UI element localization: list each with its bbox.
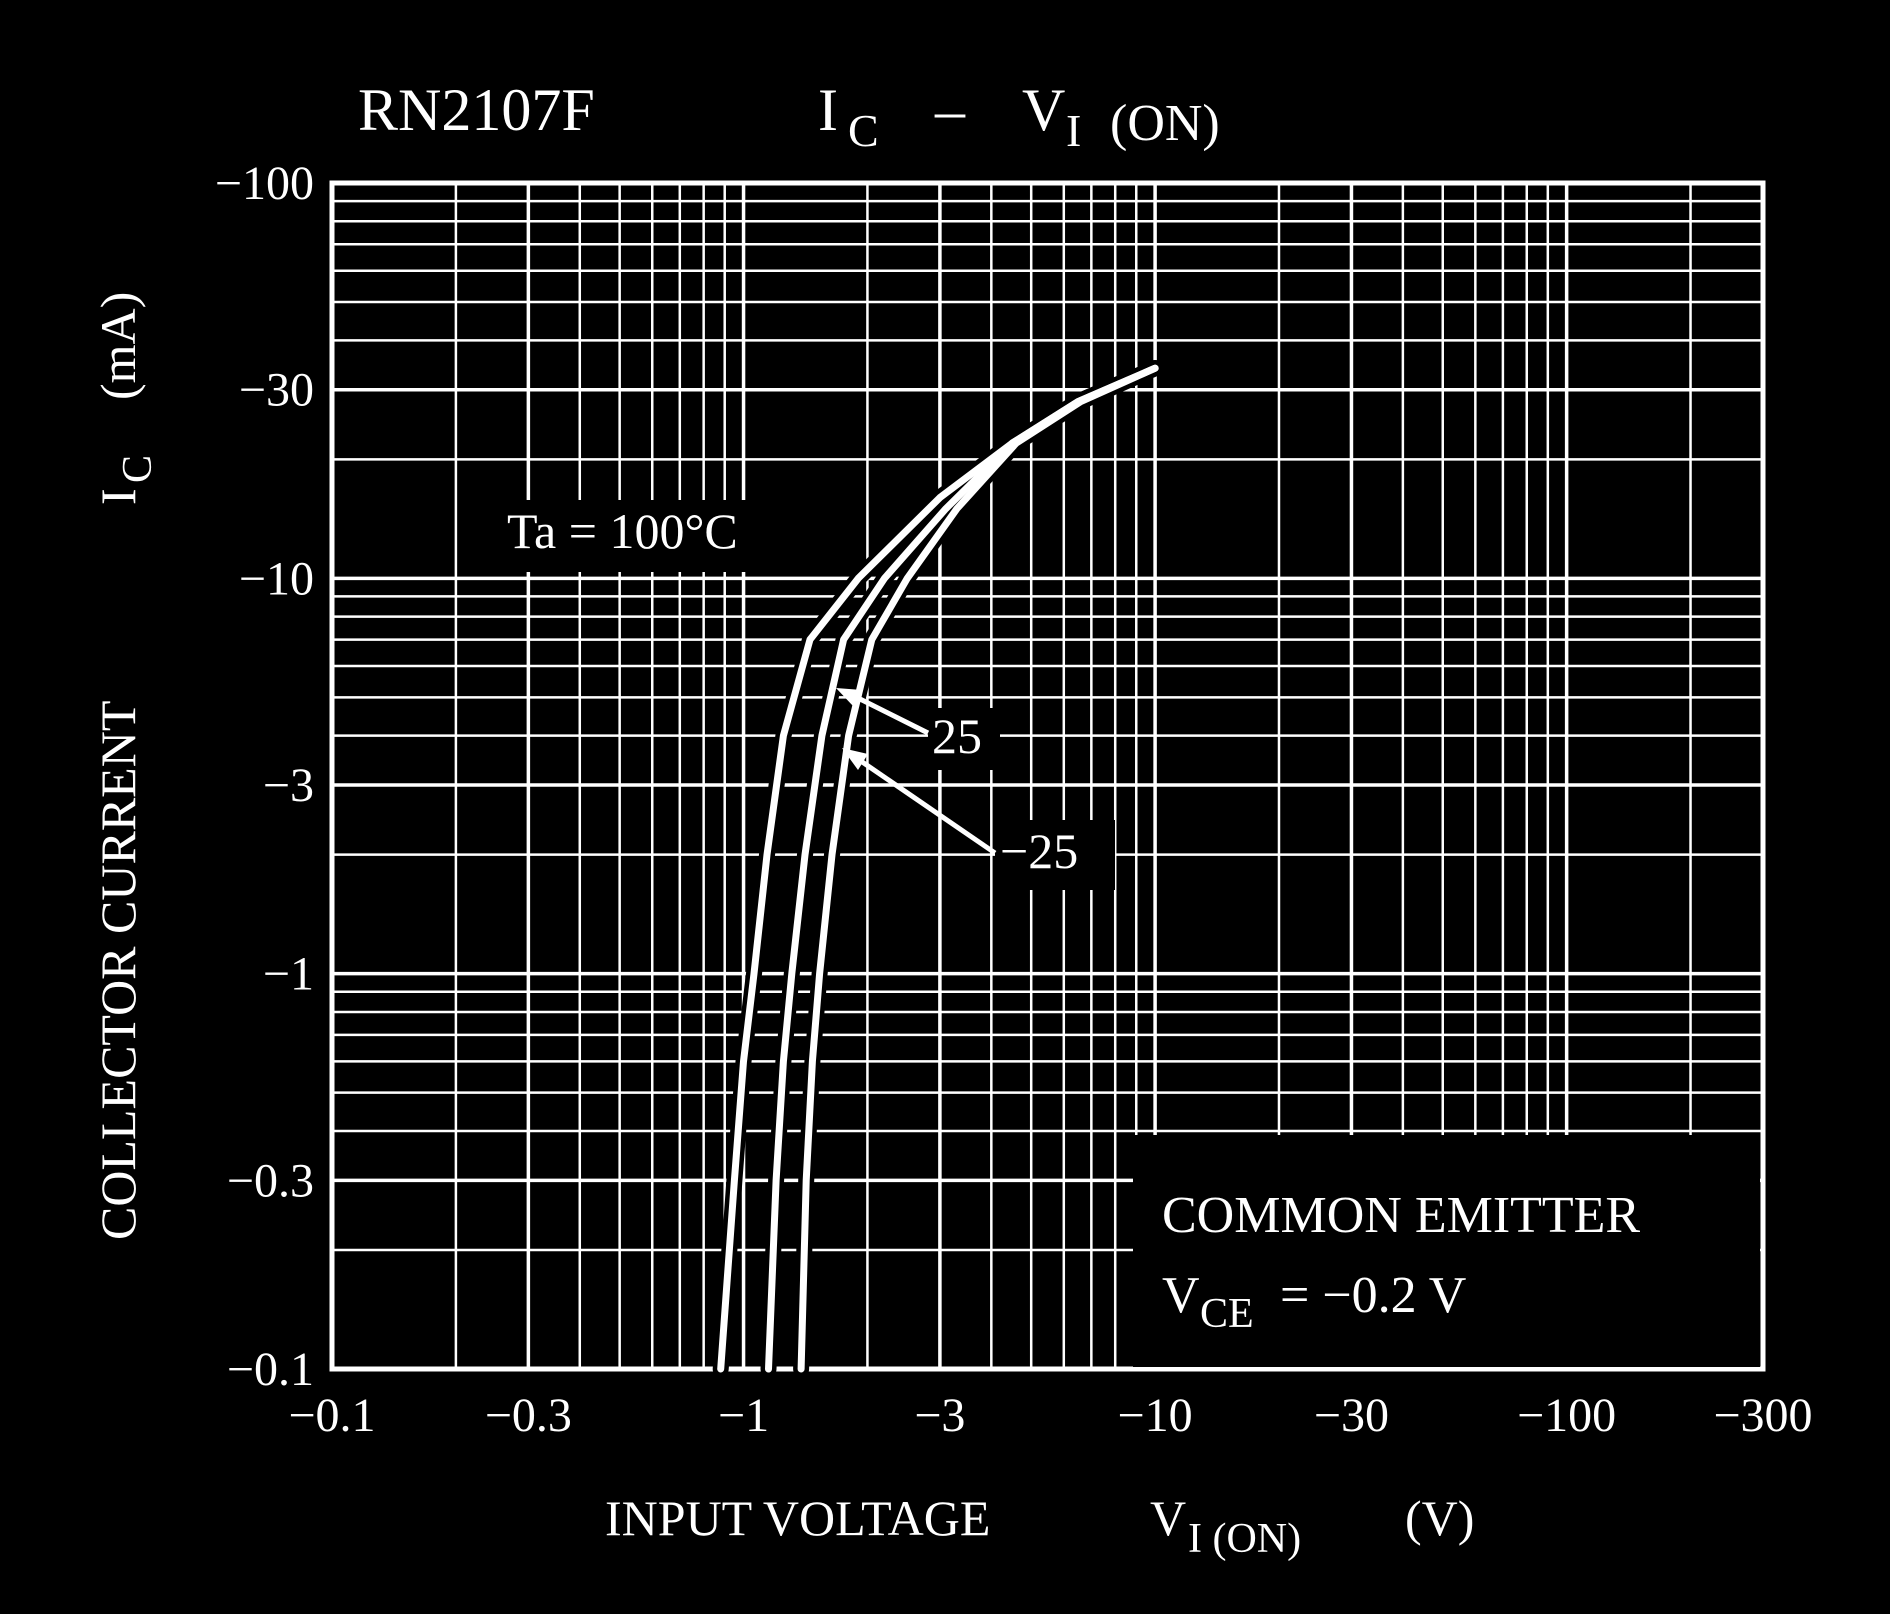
- arrow-minus25-head: [842, 748, 868, 770]
- arrow-minus25-line: [853, 754, 997, 856]
- x-axis-title-main: INPUT VOLTAGE: [605, 1490, 990, 1546]
- y-tick-label: −100: [215, 157, 314, 210]
- y-tick-labels: −0.1 −0.3 −1 −3 −10 −30 −100: [215, 157, 314, 1396]
- x-axis-title-symbol-sub: I (ON): [1188, 1516, 1301, 1562]
- chart-title-part-number: RN2107F: [358, 77, 595, 143]
- conditions-vce-sub: CE: [1200, 1291, 1254, 1337]
- x-axis-title-unit: (V): [1405, 1490, 1474, 1546]
- label-25-box: [928, 708, 1000, 770]
- y-tick-label: −10: [239, 552, 314, 605]
- x-tick-label: −100: [1517, 1389, 1616, 1442]
- y-tick-label: −0.1: [227, 1343, 314, 1396]
- y-tick-label: −1: [263, 948, 314, 1001]
- x-axis-title: INPUT VOLTAGE V I (ON) (V): [605, 1490, 1474, 1562]
- x-tick-label: −3: [914, 1389, 965, 1442]
- y-axis-title-symbol-sub: C: [115, 455, 161, 483]
- conditions-line1: COMMON EMITTER: [1162, 1187, 1640, 1244]
- x-tick-label: −10: [1118, 1389, 1193, 1442]
- x-tick-label: −1: [718, 1389, 769, 1442]
- x-tick-label: −0.3: [485, 1389, 572, 1442]
- series-layer: [712, 360, 1164, 1377]
- arrow-25-head: [836, 688, 862, 706]
- x-tick-label: −30: [1314, 1389, 1389, 1442]
- title-symbol-i-sub: C: [848, 105, 879, 156]
- y-axis-title-main: COLLECTOR CURRENT: [90, 701, 146, 1240]
- y-tick-label: −30: [239, 364, 314, 417]
- title-symbol-v-sub: I: [1066, 105, 1081, 156]
- title-dash: –: [934, 77, 966, 143]
- y-tick-label: −3: [263, 759, 314, 812]
- label-25: 25: [932, 708, 982, 764]
- y-axis-title: COLLECTOR CURRENT I C (mA): [90, 292, 161, 1240]
- grid: [330, 183, 1765, 1371]
- conditions-vce-value: = −0.2 V: [1280, 1267, 1466, 1324]
- title-symbol-i: I: [818, 77, 838, 143]
- ta-label-box: [500, 500, 820, 572]
- x-axis-title-symbol: V: [1150, 1490, 1186, 1546]
- chart-title-quantity: I C – V I (ON): [818, 77, 1220, 156]
- title-condition: (ON): [1110, 95, 1220, 152]
- y-tick-label: −0.3: [227, 1154, 314, 1207]
- x-tick-labels: −0.1 −0.3 −1 −3 −10 −30 −100 −300: [288, 1389, 1812, 1442]
- plot-frame: [329, 180, 1766, 1372]
- y-axis-title-unit: (mA): [90, 292, 146, 400]
- y-axis-title-symbol: I: [90, 488, 146, 505]
- conditions-line2: V CE = −0.2 V: [1162, 1267, 1466, 1337]
- conditions-box: [1133, 1135, 1760, 1367]
- label-minus25: −25: [1000, 823, 1078, 879]
- conditions-vce-symbol: V: [1162, 1267, 1200, 1324]
- title-symbol-v: V: [1022, 77, 1065, 143]
- x-tick-label: −300: [1713, 1389, 1812, 1442]
- arrow-25-line: [846, 690, 930, 736]
- ta-label: Ta = 100°C: [507, 503, 738, 559]
- label-minus25-box: [995, 820, 1115, 890]
- x-tick-label: −0.1: [288, 1389, 375, 1442]
- series-line: [797, 364, 1159, 1373]
